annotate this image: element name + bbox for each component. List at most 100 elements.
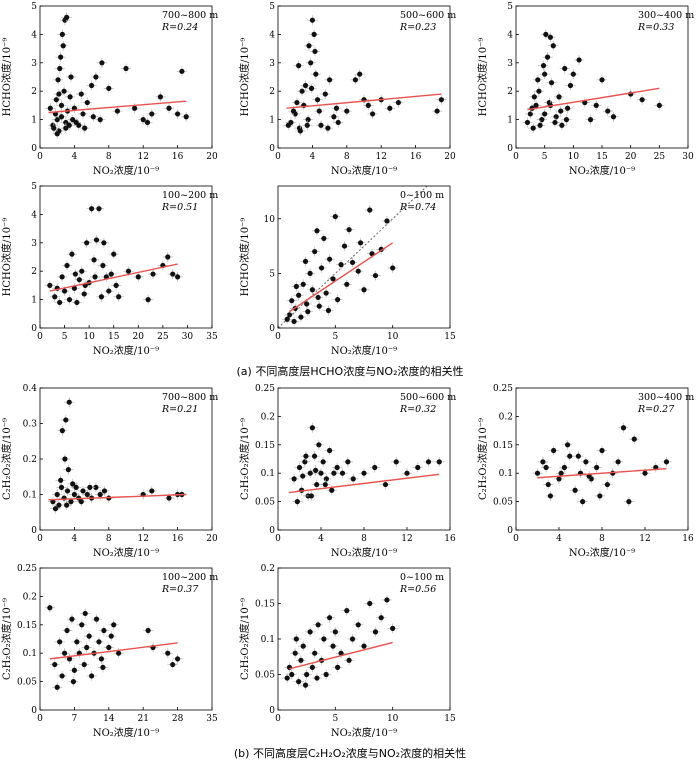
y-axis-label: C₂H₂O₂浓度/10⁻⁹ [238, 418, 251, 500]
data-point [307, 284, 318, 295]
point-marker [438, 97, 444, 103]
point-marker [149, 111, 155, 117]
point-marker [587, 117, 594, 123]
data-point [98, 625, 110, 636]
data-point [90, 72, 102, 82]
y-tick-label: 0.05 [17, 678, 37, 688]
point-marker [537, 122, 543, 128]
height-annotation: 700~800 m [162, 10, 218, 21]
data-point [596, 74, 608, 85]
data-point [79, 123, 90, 134]
data-point [162, 252, 173, 262]
data-point [661, 456, 672, 467]
data-point [522, 117, 533, 128]
point-marker [116, 650, 122, 656]
data-point [293, 676, 304, 687]
data-point [370, 270, 381, 281]
point-marker [108, 271, 114, 277]
data-point [343, 655, 355, 666]
point-marker [298, 657, 304, 663]
point-marker [558, 108, 564, 114]
point-marker [572, 487, 578, 493]
data-point [61, 12, 72, 23]
data-point [64, 294, 75, 305]
point-marker [93, 484, 99, 490]
fit-line [289, 242, 394, 313]
point-marker [93, 616, 100, 622]
point-marker [91, 257, 97, 263]
chart-svg: 0 4 8 12 16 20 0 0.1 0.2 0.3 0.4 NO₂浓度/10⁻⁹ C₂H₂O₂浓度… [0, 384, 218, 559]
point-marker [157, 94, 163, 100]
point-marker [524, 119, 531, 126]
x-tick-label: 20 [206, 152, 218, 162]
y-tick-label: 4 [31, 30, 37, 40]
x-tick-label: 0 [275, 332, 281, 342]
data-point [341, 106, 352, 117]
point-marker [575, 453, 581, 459]
data-point [49, 659, 60, 670]
chart-svg: 0 5 10 15 20 25 30 0 1 2 3 4 5 NO₂浓度/10⁻⁹ HCHO浓度/10⁻⁹ 3… [476, 2, 694, 177]
y-tick-label: 4 [269, 30, 275, 40]
point-marker [361, 643, 367, 649]
point-marker [309, 287, 315, 293]
point-marker [71, 667, 77, 673]
point-marker [321, 636, 327, 642]
data-point [56, 100, 67, 111]
point-marker [81, 661, 87, 668]
data-point [363, 100, 374, 111]
point-marker [89, 673, 95, 679]
y-tick-label: 1 [31, 296, 37, 306]
point-marker [59, 673, 65, 679]
data-point [369, 462, 380, 473]
chart-b4: 0 7 14 21 28 35 0 0.05 0.1 0.15 0.2 0.25 NO₂浓度/10⁻⁹ C… [0, 562, 218, 744]
point-marker [361, 287, 367, 293]
x-axis-label: NO₂浓度/10⁻⁹ [93, 164, 159, 177]
point-marker [533, 102, 539, 108]
point-marker [63, 125, 69, 131]
point-marker [330, 643, 336, 649]
data-point [295, 125, 306, 136]
plot-frame [277, 185, 451, 329]
point-marker [536, 88, 542, 94]
point-marker [436, 459, 442, 465]
point-marker [64, 488, 71, 494]
data-point [67, 478, 78, 489]
point-marker [378, 615, 384, 621]
point-marker [345, 459, 351, 465]
point-marker [183, 114, 189, 120]
point-marker [314, 97, 321, 103]
data-point [113, 291, 124, 302]
point-marker [327, 447, 333, 454]
point-marker [170, 661, 176, 668]
x-tick-label: 16 [682, 534, 694, 544]
data-point [52, 74, 64, 85]
data-point [537, 456, 549, 467]
data-point [364, 205, 375, 216]
data-point [300, 680, 311, 691]
x-tick-label: 15 [596, 152, 608, 162]
data-point [573, 451, 584, 462]
point-marker [312, 248, 318, 255]
point-marker [349, 259, 356, 266]
point-marker [106, 644, 112, 651]
point-marker [372, 272, 379, 279]
data-point [303, 40, 315, 51]
point-marker [309, 664, 315, 670]
y-tick-label: 0 [269, 526, 275, 536]
data-point [308, 29, 320, 40]
point-marker [361, 470, 367, 476]
data-point [147, 642, 159, 653]
point-marker [80, 488, 86, 494]
data-point [106, 269, 117, 280]
point-marker [539, 117, 545, 123]
r-annotation: R=0.51 [161, 202, 198, 213]
data-point [288, 316, 300, 327]
point-marker [79, 268, 85, 274]
point-marker [316, 108, 322, 114]
point-marker [531, 94, 537, 100]
data-point [401, 468, 413, 479]
point-marker [170, 271, 176, 277]
point-marker [302, 258, 309, 264]
point-marker [322, 91, 328, 97]
data-point [142, 117, 153, 128]
